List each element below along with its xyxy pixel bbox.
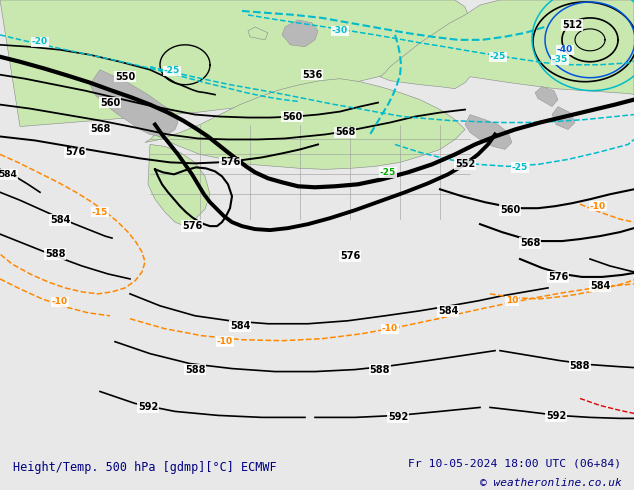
Text: 576: 576 [548,272,568,282]
Text: 560: 560 [282,112,302,122]
Text: 576: 576 [65,147,85,157]
Text: -10: -10 [590,202,606,211]
Text: 584: 584 [438,306,458,316]
Text: 588: 588 [370,365,391,374]
Text: Fr 10-05-2024 18:00 UTC (06+84): Fr 10-05-2024 18:00 UTC (06+84) [408,459,621,468]
Text: 584: 584 [230,321,250,331]
Text: 588: 588 [570,361,590,370]
Text: 576: 576 [182,221,202,231]
Text: 584: 584 [590,281,610,291]
Text: -20: -20 [32,37,48,47]
Text: 592: 592 [138,402,158,413]
Text: -15: -15 [92,208,108,217]
Text: -10: -10 [52,297,68,306]
Text: 536: 536 [302,70,322,80]
Text: Height/Temp. 500 hPa [gdmp][°C] ECMWF: Height/Temp. 500 hPa [gdmp][°C] ECMWF [13,462,276,474]
Text: -25: -25 [380,168,396,177]
Text: -25: -25 [512,163,528,172]
Text: -25: -25 [490,52,506,61]
Text: 512: 512 [562,20,582,30]
Text: 588: 588 [45,249,65,259]
Text: -40: -40 [557,45,573,54]
Text: 592: 592 [388,413,408,422]
Text: 592: 592 [546,412,566,421]
Text: -30: -30 [332,26,348,35]
Text: 568: 568 [520,238,540,248]
Text: © weatheronline.co.uk: © weatheronline.co.uk [479,478,621,489]
Text: -10: -10 [217,337,233,346]
Text: 10: 10 [506,296,518,305]
Text: 560: 560 [100,98,120,108]
Text: 552: 552 [455,159,475,170]
Text: -25: -25 [164,66,180,75]
Text: 568: 568 [90,124,110,134]
Text: -10: -10 [382,324,398,333]
Text: 584: 584 [0,170,18,179]
Text: 560: 560 [500,205,520,215]
Text: 568: 568 [335,127,355,138]
Text: 550: 550 [115,72,135,82]
Text: 576: 576 [340,251,360,261]
Text: 588: 588 [184,365,205,374]
Text: -35: -35 [552,55,568,64]
Text: 584: 584 [50,215,70,225]
Text: 576: 576 [220,157,240,168]
